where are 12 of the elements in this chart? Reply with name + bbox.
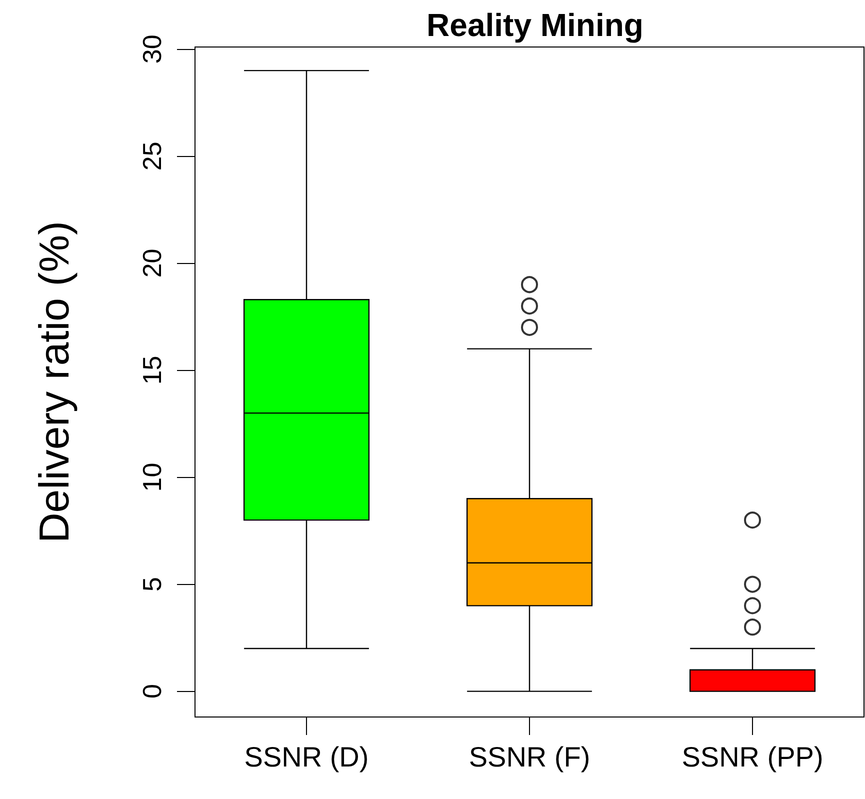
y-tick-label: 0 <box>137 684 167 699</box>
y-tick-label: 30 <box>137 34 167 64</box>
y-tick-label: 25 <box>137 142 167 171</box>
x-tick-label: SSNR (PP) <box>682 742 824 772</box>
y-tick-label: 15 <box>137 356 167 385</box>
y-tick-label: 20 <box>137 248 167 278</box>
y-axis-title: Delivery ratio (%) <box>30 220 78 544</box>
chart-title: Reality Mining <box>426 7 644 43</box>
y-tick-label: 5 <box>137 577 167 592</box>
y-tick-label: 10 <box>137 462 167 492</box>
x-tick-label: SSNR (D) <box>244 742 369 772</box>
x-tick-label: SSNR (F) <box>468 742 590 772</box>
